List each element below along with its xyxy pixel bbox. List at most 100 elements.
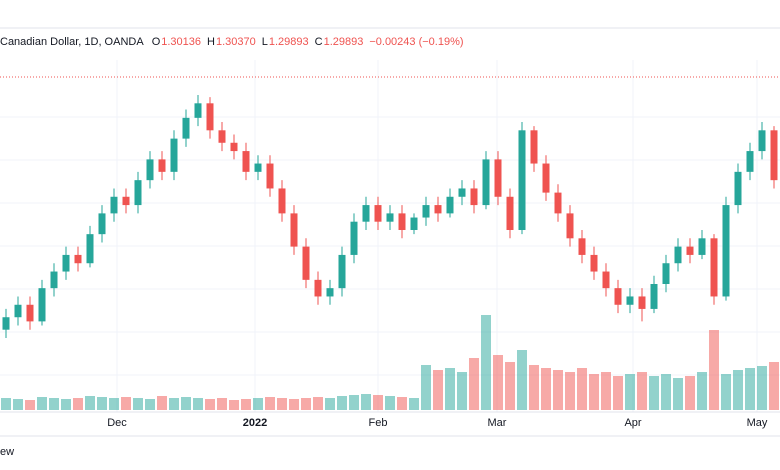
volume-bar bbox=[385, 396, 395, 410]
candle-body bbox=[170, 138, 178, 172]
legend-value: 1.30136 bbox=[161, 36, 201, 48]
volume-bar bbox=[541, 368, 551, 410]
candle-body bbox=[542, 163, 550, 193]
candle-body bbox=[422, 205, 430, 218]
candle-body bbox=[230, 142, 238, 152]
candle-body bbox=[734, 171, 742, 206]
volume-bar bbox=[325, 398, 335, 410]
volume-bar bbox=[169, 398, 179, 410]
candle-body bbox=[266, 163, 274, 189]
volume-bar bbox=[301, 398, 311, 410]
candle-body bbox=[602, 271, 610, 289]
candle-body bbox=[50, 271, 58, 289]
volume-bar bbox=[121, 397, 131, 410]
volume-bar bbox=[25, 400, 35, 410]
volume-bar bbox=[49, 398, 59, 410]
volume-bar bbox=[637, 372, 647, 410]
volume-bar bbox=[649, 376, 659, 410]
x-tick-label: Apr bbox=[624, 417, 641, 429]
candle-body bbox=[218, 130, 226, 143]
volume-bar bbox=[685, 376, 695, 410]
grid bbox=[0, 60, 780, 412]
volume-bar bbox=[397, 397, 407, 410]
volume-bar bbox=[697, 372, 707, 410]
volume-bar bbox=[85, 396, 95, 410]
volume-bar bbox=[433, 370, 443, 410]
volume-bar bbox=[157, 396, 167, 410]
volume-bar bbox=[361, 394, 371, 410]
candle-body bbox=[698, 238, 706, 255]
volume-bar bbox=[673, 378, 683, 410]
candle-body bbox=[350, 221, 358, 255]
candle-body bbox=[626, 296, 634, 305]
volume-bar bbox=[721, 374, 731, 410]
candle-body bbox=[314, 279, 322, 297]
candles bbox=[2, 95, 778, 338]
x-tick-label: May bbox=[747, 417, 768, 429]
candle-body bbox=[494, 159, 502, 197]
volume-bar bbox=[349, 395, 359, 410]
candle-body bbox=[86, 234, 94, 264]
candle-body bbox=[518, 130, 526, 230]
candle-body bbox=[134, 180, 142, 206]
volume-bar bbox=[529, 365, 539, 410]
candle-body bbox=[446, 196, 454, 214]
volume-bar bbox=[205, 399, 215, 410]
volume-bar bbox=[145, 399, 155, 410]
legend-key: O bbox=[152, 36, 161, 48]
legend-value: 1.29893 bbox=[324, 36, 364, 48]
volume-bar bbox=[109, 398, 119, 410]
candle-body bbox=[26, 304, 34, 322]
volume-bar bbox=[745, 368, 755, 410]
x-axis: Dec 2022 Feb Mar Apr May bbox=[107, 417, 768, 429]
legend-key: C bbox=[315, 36, 323, 48]
candle-body bbox=[674, 246, 682, 264]
volume-bar bbox=[13, 399, 23, 410]
candle-body bbox=[62, 254, 70, 272]
candle-body bbox=[770, 130, 778, 181]
candle-body bbox=[362, 205, 370, 222]
volume-bar bbox=[181, 397, 191, 410]
candle-body bbox=[434, 205, 442, 214]
legend-value: 1.29893 bbox=[269, 36, 309, 48]
candle-body bbox=[662, 263, 670, 284]
volume-bar bbox=[505, 362, 515, 410]
candle-body bbox=[458, 188, 466, 197]
volume-bar bbox=[709, 330, 719, 410]
volume-bar bbox=[229, 400, 239, 410]
volume-bar bbox=[625, 374, 635, 410]
candle-body bbox=[242, 151, 250, 172]
volume-bar bbox=[1, 398, 11, 410]
candle-body bbox=[146, 159, 154, 181]
volume-bar bbox=[277, 398, 287, 410]
volume-bar bbox=[589, 374, 599, 410]
candle-body bbox=[386, 213, 394, 222]
candle-body bbox=[38, 288, 46, 322]
candle-body bbox=[110, 196, 118, 214]
volume-bar bbox=[217, 398, 227, 410]
volume-bar bbox=[421, 365, 431, 410]
volume-bar bbox=[517, 350, 527, 410]
candle-body bbox=[98, 213, 106, 235]
candle-body bbox=[374, 205, 382, 222]
volume-bar bbox=[661, 374, 671, 410]
volume-bar bbox=[769, 362, 779, 410]
candle-body bbox=[338, 254, 346, 289]
candle-body bbox=[686, 246, 694, 255]
volume-bar bbox=[241, 399, 251, 410]
candle-body bbox=[722, 205, 730, 297]
candle-body bbox=[182, 117, 190, 139]
volume bbox=[1, 315, 779, 410]
legend-change: −0.00243 (−0.19%) bbox=[369, 36, 463, 48]
x-tick-label: Mar bbox=[488, 417, 507, 429]
legend-key: H bbox=[207, 36, 215, 48]
volume-bar bbox=[493, 355, 503, 410]
x-tick-label: 2022 bbox=[243, 417, 267, 429]
candle-body bbox=[2, 317, 10, 330]
volume-bar bbox=[289, 399, 299, 410]
legend: Canadian Dollar, 1D, OANDA O 1.30136 H 1.30… bbox=[0, 36, 464, 48]
volume-bar bbox=[73, 398, 83, 410]
volume-bar bbox=[37, 397, 47, 410]
candle-body bbox=[590, 254, 598, 272]
